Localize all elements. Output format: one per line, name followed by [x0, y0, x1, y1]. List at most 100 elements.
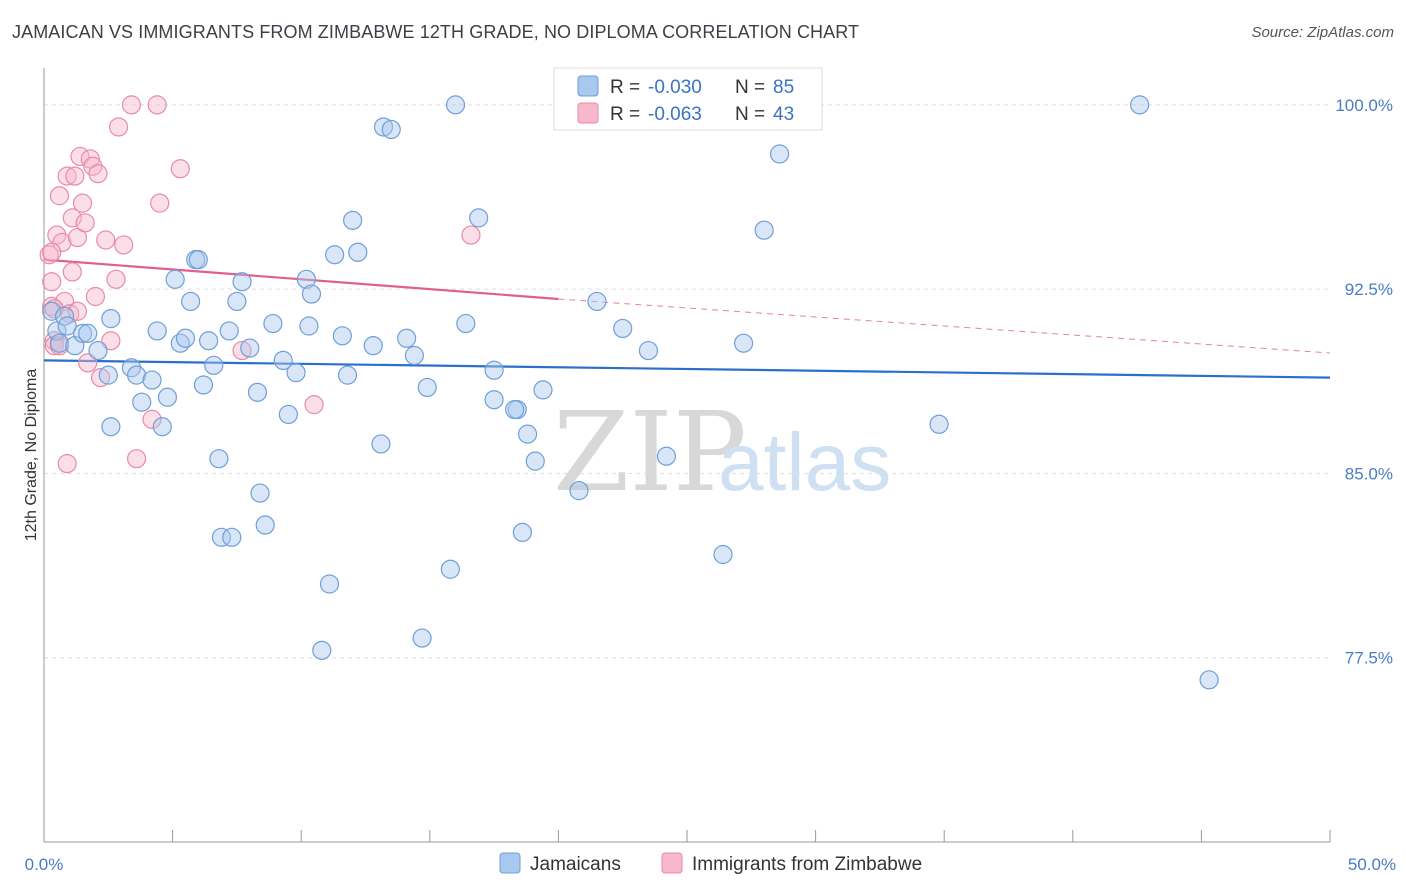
- bottom-legend-zimbabwe: Immigrants from Zimbabwe: [692, 854, 922, 875]
- point-jamaican: [78, 323, 98, 343]
- point-jamaican: [301, 284, 322, 304]
- point-zimbabwe: [39, 245, 59, 265]
- point-zimbabwe: [75, 213, 95, 233]
- point-zimbabwe: [67, 227, 88, 248]
- point-zimbabwe: [42, 242, 62, 262]
- point-zimbabwe: [108, 117, 129, 137]
- point-jamaican: [188, 250, 208, 270]
- legend-swatch-zimbabwe: [577, 102, 599, 124]
- legend-r-value-1: -0.030: [648, 77, 702, 98]
- point-jamaican: [484, 390, 504, 410]
- point-jamaican: [199, 331, 219, 351]
- point-jamaican: [1130, 95, 1150, 115]
- point-zimbabwe: [67, 301, 88, 321]
- point-jamaican: [613, 318, 633, 339]
- legend-swatch-jamaicans: [577, 75, 599, 97]
- legend-n-value-1: 85: [773, 77, 794, 98]
- series-legend: Jamaicans Immigrants from Zimbabwe: [499, 852, 922, 875]
- stats-legend-box: [553, 67, 823, 131]
- point-jamaican: [656, 446, 677, 466]
- point-jamaican: [343, 210, 363, 230]
- point-jamaican: [440, 559, 460, 579]
- point-jamaican: [126, 365, 147, 385]
- point-zimbabwe: [114, 235, 134, 255]
- point-zimbabwe: [78, 353, 98, 373]
- point-jamaican: [175, 328, 196, 348]
- point-jamaican: [57, 316, 77, 336]
- y-axis-label: 12th Grade, No Diploma: [23, 369, 40, 542]
- point-zimbabwe: [42, 272, 62, 292]
- point-jamaican: [371, 434, 391, 454]
- point-jamaican: [232, 272, 252, 292]
- point-jamaican: [505, 399, 525, 420]
- legend-n-label-2: N =: [735, 104, 765, 125]
- point-zimbabwe: [96, 230, 116, 250]
- legend-r-label-2: R =: [610, 104, 640, 125]
- trend-line-zimbabwe: [43, 258, 559, 301]
- point-zimbabwe: [101, 331, 121, 351]
- y-axis-tick-labels: 77.5% 85.0% 92.5% 100.0%: [1335, 96, 1393, 668]
- point-jamaican: [204, 355, 224, 375]
- point-zimbabwe: [80, 149, 100, 169]
- legend-n-value-2: 43: [773, 104, 794, 125]
- legend-n-label-1: N =: [735, 77, 765, 98]
- source-credit: Source: ZipAtlas.com: [1251, 24, 1394, 41]
- point-zimbabwe: [49, 186, 70, 206]
- point-jamaican: [325, 245, 345, 265]
- point-jamaican: [381, 119, 401, 140]
- point-jamaican: [211, 527, 232, 547]
- point-jamaican: [273, 350, 293, 370]
- point-jamaican: [157, 387, 178, 407]
- point-zimbabwe: [85, 286, 106, 307]
- point-zimbabwe: [72, 193, 93, 213]
- point-jamaican: [101, 309, 121, 329]
- point-jamaican: [1199, 670, 1219, 690]
- point-zimbabwe: [150, 193, 170, 213]
- point-zimbabwe: [54, 291, 75, 312]
- point-jamaican: [142, 370, 162, 390]
- point-jamaican: [569, 481, 589, 501]
- point-jamaican: [733, 333, 754, 353]
- bottom-legend-swatch-zimbabwe: [661, 852, 683, 874]
- point-jamaican: [445, 95, 466, 115]
- point-zimbabwe: [65, 166, 85, 186]
- point-jamaican: [456, 313, 476, 334]
- point-jamaican: [713, 544, 733, 565]
- point-jamaican: [209, 449, 229, 469]
- point-zimbabwe: [106, 269, 126, 289]
- point-zimbabwe: [170, 159, 190, 179]
- point-jamaican: [65, 336, 85, 356]
- point-zimbabwe: [90, 368, 111, 388]
- point-jamaican: [397, 328, 417, 348]
- point-jamaican: [469, 208, 489, 228]
- point-jamaican: [101, 417, 121, 437]
- point-jamaican: [373, 117, 394, 137]
- point-jamaican: [319, 574, 340, 594]
- point-jamaican: [278, 404, 298, 425]
- point-jamaican: [263, 313, 283, 334]
- point-zimbabwe: [57, 166, 77, 186]
- point-jamaican: [286, 363, 306, 383]
- point-jamaican: [296, 269, 316, 289]
- point-jamaican: [533, 380, 553, 400]
- point-jamaican: [638, 340, 659, 361]
- point-jamaican: [152, 417, 172, 437]
- point-jamaican: [219, 321, 239, 341]
- point-jamaican: [332, 326, 352, 346]
- point-jamaican: [484, 360, 504, 380]
- point-jamaican: [312, 640, 332, 660]
- y-tick-label: 85.0%: [1345, 464, 1393, 483]
- stats-legend: R = -0.030 N = 85 R = -0.063 N = 43: [553, 67, 823, 131]
- x-tick-label-max: 50.0%: [1348, 855, 1396, 874]
- point-jamaican: [525, 451, 545, 471]
- y-tick-label: 92.5%: [1345, 280, 1393, 299]
- point-zimbabwe: [62, 262, 82, 282]
- point-jamaican: [769, 144, 790, 164]
- point-jamaican: [363, 336, 383, 356]
- point-jamaican: [250, 483, 270, 503]
- point-jamaican: [337, 365, 358, 385]
- point-zimbabwe: [52, 232, 72, 253]
- point-jamaican: [165, 269, 185, 289]
- legend-r-label-1: R =: [610, 77, 640, 98]
